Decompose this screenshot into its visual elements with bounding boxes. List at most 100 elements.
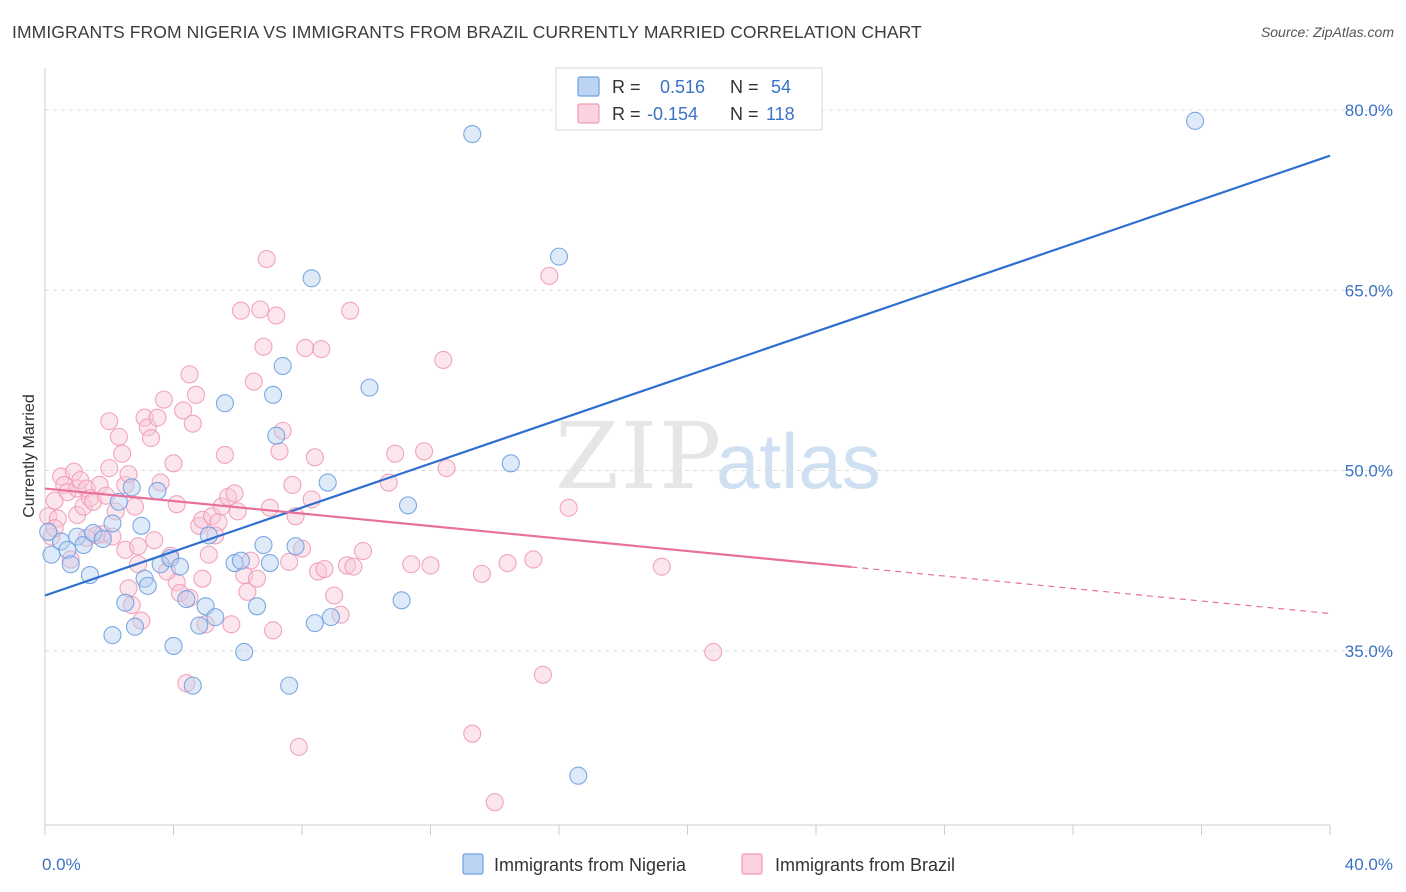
brazil-point-37 xyxy=(148,408,167,427)
brazil-point-51 xyxy=(193,569,212,588)
bottom-legend-swatch-nigeria xyxy=(462,853,484,875)
nigeria-point-23 xyxy=(177,590,196,609)
brazil-point-99 xyxy=(437,459,456,478)
nigeria-point-38 xyxy=(273,356,292,376)
nigeria-point-32 xyxy=(235,642,254,662)
brazil-point-54 xyxy=(199,545,218,564)
brazil-point-35 xyxy=(141,429,161,448)
watermark-atlas: atlas xyxy=(716,417,881,505)
legend-nigeria-n-value: 54 xyxy=(771,77,791,97)
brazil-point-109 xyxy=(704,642,723,662)
nigeria-point-3 xyxy=(61,555,80,574)
legend-swatch-nigeria xyxy=(577,76,600,97)
legend-swatch-brazil xyxy=(577,103,600,124)
brazil-point-39 xyxy=(154,390,173,409)
brazil-point-95 xyxy=(402,555,421,574)
brazil-point-97 xyxy=(421,556,440,575)
brazil-point-68 xyxy=(251,300,270,319)
trend-lines xyxy=(44,154,1331,615)
brazil-point-58 xyxy=(215,445,234,464)
brazil-point-48 xyxy=(183,414,202,433)
y-tick-label-3: 80.0% xyxy=(1345,101,1393,120)
brazil-point-94 xyxy=(386,444,405,463)
bottom-legend-nigeria-label: Immigrants from Nigeria xyxy=(494,855,687,875)
brazil-point-71 xyxy=(260,498,279,517)
brazil-point-30 xyxy=(125,497,144,516)
brazil-point-33 xyxy=(135,408,154,427)
brazil-point-89 xyxy=(337,556,357,575)
brazil-point-86 xyxy=(315,560,334,579)
nigeria-point-17 xyxy=(138,576,157,595)
brazil-point-53 xyxy=(196,615,215,634)
nigeria-point-7 xyxy=(84,523,103,543)
legend-brazil-r-label: R = xyxy=(612,104,641,124)
nigeria-point-21 xyxy=(164,636,183,656)
nigeria-point-11 xyxy=(116,593,135,612)
nigeria-point-35 xyxy=(260,553,279,573)
grid-lines xyxy=(45,109,1392,652)
y-tick-labels: 35.0% 50.0% 65.0% 80.0% xyxy=(1345,101,1393,661)
brazil-point-25 xyxy=(113,444,132,463)
legend-nigeria-r-value: 0.516 xyxy=(660,77,705,97)
y-tick-label-0: 35.0% xyxy=(1345,642,1393,661)
brazil-point-90 xyxy=(341,301,360,320)
brazil-point-62 xyxy=(228,502,247,521)
brazil-point-91 xyxy=(344,557,363,576)
nigeria-point-43 xyxy=(318,473,337,492)
nigeria-point-14 xyxy=(125,617,144,636)
brazil-point-41 xyxy=(164,454,183,473)
brazil-point-36 xyxy=(145,531,164,550)
nigeria-point-41 xyxy=(302,269,321,288)
brazil-point-2 xyxy=(45,491,64,510)
brazil-points xyxy=(39,249,723,812)
brazil-point-103 xyxy=(498,553,517,573)
nigeria-points xyxy=(39,111,1205,785)
nigeria-point-9 xyxy=(103,514,122,533)
nigeria-point-36 xyxy=(264,385,283,404)
nigeria-point-42 xyxy=(305,614,324,633)
nigeria-point-37 xyxy=(267,426,286,445)
legend-brazil-r-value: -0.154 xyxy=(647,104,698,124)
x-tick-labels: 0.0% 40.0% xyxy=(42,855,1393,874)
brazil-point-106 xyxy=(540,266,559,285)
brazil-point-101 xyxy=(472,564,491,583)
brazil-point-49 xyxy=(186,385,206,404)
brazil-point-66 xyxy=(241,551,260,570)
nigeria-point-22 xyxy=(170,557,189,576)
nigeria-point-49 xyxy=(501,454,520,473)
legend-nigeria-n-label: N = xyxy=(730,77,759,97)
brazil-point-23 xyxy=(106,502,125,521)
brazil-point-102 xyxy=(485,793,504,812)
nigeria-point-29 xyxy=(215,394,234,413)
nigeria-point-51 xyxy=(569,766,588,785)
brazil-point-113 xyxy=(247,569,267,588)
brazil-point-7 xyxy=(61,550,80,569)
brazil-point-60 xyxy=(222,615,241,634)
chart-title: IMMIGRANTS FROM NIGERIA VS IMMIGRANTS FR… xyxy=(12,22,922,42)
brazil-point-92 xyxy=(353,541,373,561)
legend-nigeria-r-label: R = xyxy=(612,77,641,97)
brazil-point-79 xyxy=(289,737,308,756)
brazil-point-67 xyxy=(244,372,263,391)
brazil-point-63 xyxy=(231,301,251,320)
nigeria-point-12 xyxy=(122,478,141,497)
brazil-point-81 xyxy=(296,338,315,358)
brazil-trend-line-extension xyxy=(851,566,1331,615)
brazil-point-107 xyxy=(559,498,578,517)
watermark: ZIP atlas xyxy=(555,403,881,510)
x-tick-label-1: 40.0% xyxy=(1345,855,1393,874)
brazil-point-47 xyxy=(180,365,199,384)
nigeria-point-39 xyxy=(280,676,299,695)
brazil-point-104 xyxy=(524,550,543,569)
brazil-point-42 xyxy=(167,495,186,514)
brazil-point-98 xyxy=(434,350,453,370)
brazil-point-85 xyxy=(312,340,331,359)
nigeria-point-48 xyxy=(463,125,482,144)
y-axis-label: Currently Married xyxy=(21,394,38,518)
brazil-point-45 xyxy=(174,401,193,420)
brazil-point-61 xyxy=(225,484,244,503)
bottom-legend-swatch-brazil xyxy=(741,853,763,875)
y-tick-label-1: 50.0% xyxy=(1345,462,1393,481)
brazil-point-20 xyxy=(100,412,119,431)
nigeria-point-52 xyxy=(1186,111,1205,130)
